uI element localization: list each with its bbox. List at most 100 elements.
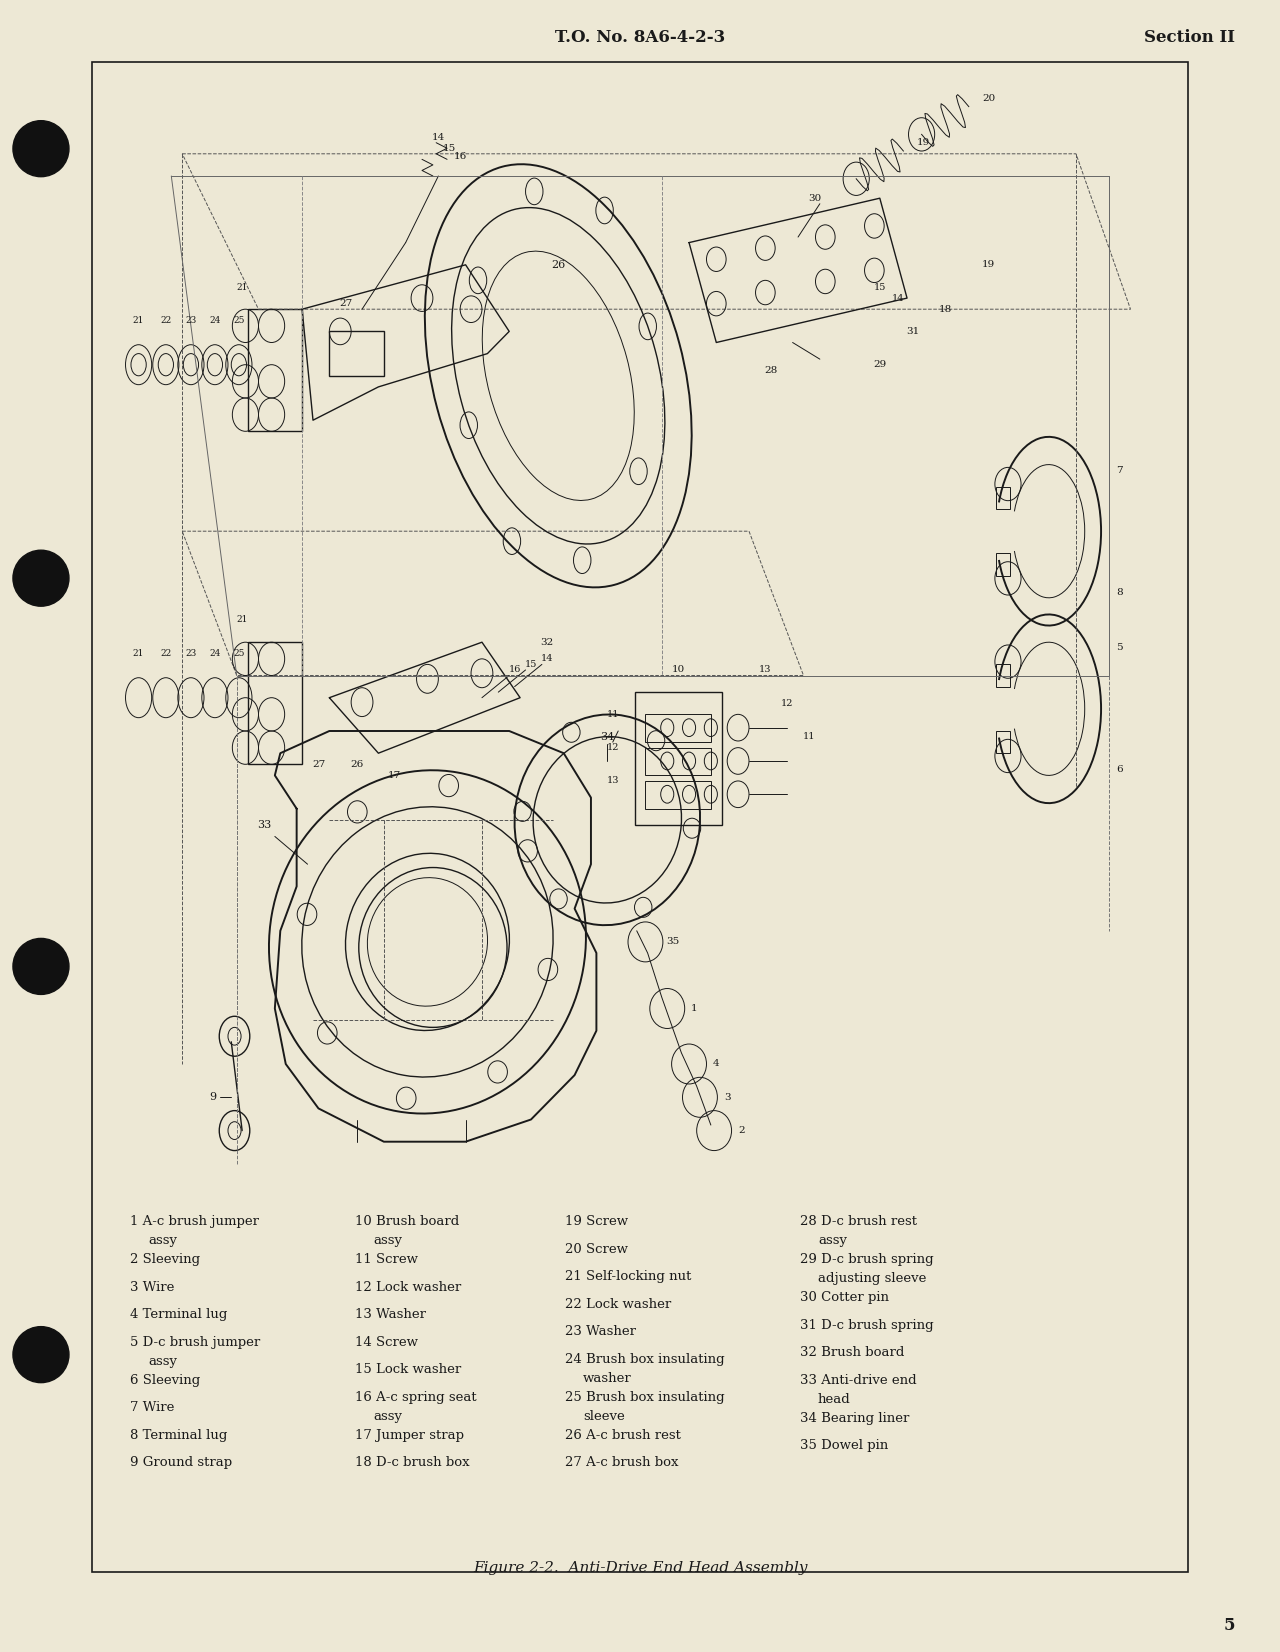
Text: 1: 1 (691, 1004, 698, 1013)
Text: 9: 9 (209, 1092, 216, 1102)
Text: 32 Brush board: 32 Brush board (800, 1346, 905, 1360)
Text: 15: 15 (874, 282, 886, 291)
Text: 33: 33 (257, 821, 271, 831)
Text: 34: 34 (600, 732, 614, 742)
Circle shape (13, 121, 69, 177)
Text: 10: 10 (672, 666, 685, 674)
Text: 8 Terminal lug: 8 Terminal lug (131, 1429, 228, 1442)
Text: 2: 2 (739, 1127, 745, 1135)
Text: 4: 4 (713, 1059, 719, 1069)
Text: 15 Lock washer: 15 Lock washer (355, 1363, 461, 1376)
Text: assy: assy (372, 1409, 402, 1422)
Text: 24 Brush box insulating: 24 Brush box insulating (564, 1353, 724, 1366)
Text: 35 Dowel pin: 35 Dowel pin (800, 1439, 888, 1452)
Bar (996, 487, 1010, 509)
Text: T.O. No. 8A6-4-2-3: T.O. No. 8A6-4-2-3 (554, 30, 726, 46)
Text: 28 D-c brush rest: 28 D-c brush rest (800, 1214, 916, 1227)
Text: 13: 13 (759, 666, 772, 674)
Text: 33 Anti-drive end: 33 Anti-drive end (800, 1374, 916, 1386)
Text: 21: 21 (133, 316, 145, 325)
Text: 27: 27 (339, 299, 352, 309)
Text: 4 Terminal lug: 4 Terminal lug (131, 1308, 228, 1322)
Text: assy: assy (148, 1355, 177, 1368)
Text: 5: 5 (1116, 643, 1123, 653)
Text: 8: 8 (1116, 588, 1123, 596)
Text: 9 Ground strap: 9 Ground strap (131, 1457, 232, 1469)
Text: 7: 7 (1116, 466, 1123, 474)
Text: washer: washer (582, 1371, 632, 1384)
Text: 16: 16 (453, 152, 467, 160)
Bar (645, 781, 710, 809)
Text: 25: 25 (233, 649, 244, 657)
Text: 13 Washer: 13 Washer (355, 1308, 426, 1322)
Text: 18: 18 (938, 304, 952, 314)
Text: 22 Lock washer: 22 Lock washer (564, 1298, 671, 1310)
Circle shape (13, 938, 69, 995)
Text: Figure 2-2.  Anti-Drive End Head Assembly: Figure 2-2. Anti-Drive End Head Assembly (472, 1561, 808, 1574)
Text: 12: 12 (781, 699, 794, 707)
Text: 6: 6 (1116, 765, 1123, 775)
Text: 35: 35 (666, 937, 680, 947)
Text: 12 Lock washer: 12 Lock washer (355, 1280, 461, 1294)
Text: 30 Cotter pin: 30 Cotter pin (800, 1290, 890, 1303)
Text: 14: 14 (431, 132, 445, 142)
Text: 1 A-c brush jumper: 1 A-c brush jumper (131, 1214, 259, 1227)
Text: 17 Jumper strap: 17 Jumper strap (355, 1429, 465, 1442)
Text: adjusting sleeve: adjusting sleeve (818, 1272, 927, 1285)
Text: 14: 14 (892, 294, 905, 302)
Circle shape (13, 1327, 69, 1383)
Text: 21: 21 (237, 282, 248, 291)
Text: 31: 31 (906, 327, 919, 335)
Text: assy: assy (818, 1234, 847, 1247)
Text: 2 Sleeving: 2 Sleeving (131, 1252, 200, 1265)
Text: 31 D-c brush spring: 31 D-c brush spring (800, 1318, 933, 1332)
Text: 34 Bearing liner: 34 Bearing liner (800, 1412, 909, 1424)
Text: 22: 22 (160, 316, 172, 325)
Text: 12: 12 (607, 743, 620, 752)
Bar (92, 63, 1188, 1573)
Text: 25: 25 (233, 316, 244, 325)
Text: 7 Wire: 7 Wire (131, 1401, 174, 1414)
Text: 20 Screw: 20 Screw (564, 1242, 628, 1256)
Text: 23: 23 (186, 316, 197, 325)
Text: 30: 30 (808, 193, 820, 203)
Text: 21: 21 (237, 616, 248, 624)
Text: 6 Sleeving: 6 Sleeving (131, 1374, 200, 1386)
Text: 26: 26 (349, 760, 364, 768)
Text: 23 Washer: 23 Washer (564, 1325, 636, 1338)
Text: head: head (818, 1393, 851, 1406)
Text: 21 Self-locking nut: 21 Self-locking nut (564, 1270, 691, 1284)
Text: 11: 11 (607, 710, 620, 719)
Text: 18 D-c brush box: 18 D-c brush box (355, 1457, 470, 1469)
Bar (996, 730, 1010, 753)
Text: 3 Wire: 3 Wire (131, 1280, 174, 1294)
Text: 19 Screw: 19 Screw (564, 1214, 628, 1227)
Circle shape (13, 550, 69, 606)
Text: 13: 13 (607, 776, 620, 785)
Text: 25 Brush box insulating: 25 Brush box insulating (564, 1391, 724, 1404)
Text: 21: 21 (133, 649, 145, 657)
Text: 28: 28 (764, 365, 777, 375)
Text: 26 A-c brush rest: 26 A-c brush rest (564, 1429, 681, 1442)
Text: 24: 24 (209, 649, 220, 657)
Bar (635, 692, 722, 826)
Text: 20: 20 (982, 94, 996, 102)
Text: 3: 3 (724, 1094, 731, 1102)
Text: 27: 27 (312, 760, 325, 768)
Text: 16 A-c spring seat: 16 A-c spring seat (355, 1391, 476, 1404)
Text: 14: 14 (541, 654, 554, 664)
Text: 17: 17 (388, 771, 402, 780)
Text: assy: assy (148, 1234, 177, 1247)
Text: 5: 5 (1224, 1617, 1235, 1634)
Text: 19: 19 (982, 261, 996, 269)
Text: 29 D-c brush spring: 29 D-c brush spring (800, 1252, 933, 1265)
Bar (996, 664, 1010, 687)
Text: 11: 11 (803, 732, 815, 742)
Text: 22: 22 (160, 649, 172, 657)
Text: 16: 16 (508, 666, 521, 674)
Text: 29: 29 (873, 360, 887, 368)
Text: 10 Brush board: 10 Brush board (355, 1214, 460, 1227)
Text: 11 Screw: 11 Screw (355, 1252, 419, 1265)
Text: Section II: Section II (1144, 30, 1235, 46)
Text: 15: 15 (525, 659, 538, 669)
